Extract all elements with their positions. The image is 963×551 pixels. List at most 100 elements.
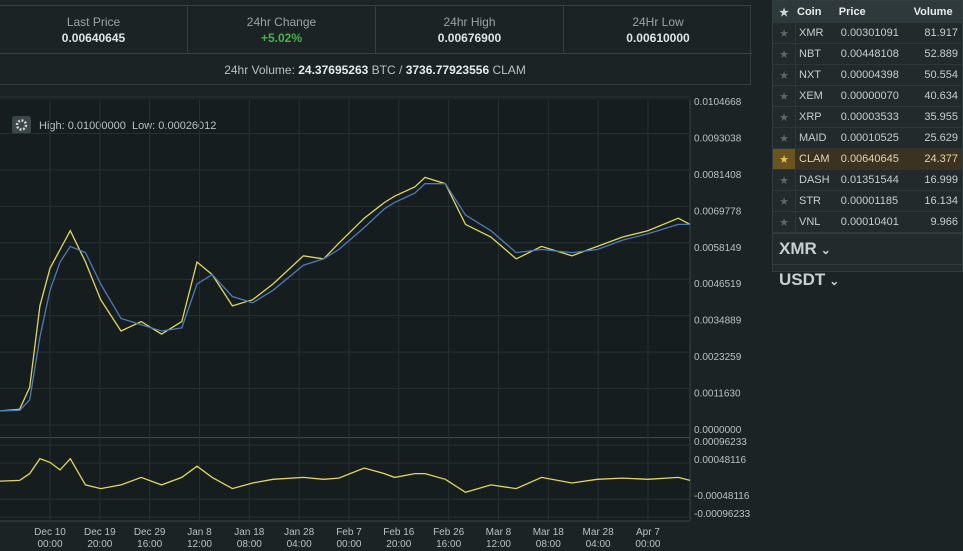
favorite-star[interactable]: ★ [773,169,796,191]
gear-icon [15,119,28,131]
series-line [0,457,691,494]
stat-label: 24Hr Low [632,15,684,29]
coin: VNL [795,211,838,233]
price: 0.00000070 [837,85,913,107]
x-tick-label: 12:00 [187,539,212,550]
market-row[interactable]: ★ XRP 0.00003533 35.955 [773,106,962,128]
stat-value: 0.00610000 [626,31,690,45]
coin: XEM [795,85,838,107]
volume-clam: 3736.77923556 [405,63,490,77]
market-row[interactable]: ★ STR 0.00001185 16.134 [773,190,962,212]
chevron: ⌄ [820,243,831,257]
favorite-star[interactable]: ★ [773,148,796,170]
stat-value: 0.00640645 [61,31,126,45]
favorite-star[interactable]: ★ [773,23,796,44]
column-header[interactable]: Price [837,1,913,23]
market-row[interactable]: ★ NXT 0.00004398 50.554 [773,64,962,86]
market-row[interactable]: ★ NBT 0.00448108 52.889 [773,43,962,65]
favorite-star[interactable]: ★ [773,190,796,212]
x-tick-label: Feb 26 [433,527,465,538]
x-tick-label: Mar 28 [583,527,615,538]
column-header[interactable]: Coin [795,1,838,23]
star-header: ★ [773,1,796,23]
price: 0.00640645 [837,148,913,170]
coin: STR [795,190,838,212]
market-name: USDT [779,270,826,289]
market-row[interactable]: ★ VNL 0.00010401 9.966 [773,211,962,233]
volume: 40.634 [912,85,962,107]
volume-btc: 24.37695263 [298,63,369,77]
price-panel [0,100,690,437]
volume-unit: BTC [371,63,396,77]
x-tick-label: 12:00 [486,539,511,550]
y-tick-label: 0.00048116 [694,455,747,466]
coin: MAID [795,127,838,149]
price: 0.00010401 [837,211,913,233]
x-tick-label: 20:00 [87,539,112,550]
indicator-panel [0,439,690,521]
volume: 81.917 [912,23,962,44]
chart-high: High: 0.01000000 [39,120,126,132]
volume-unit: CLAM [492,63,526,77]
x-tick-label: Dec 29 [134,527,166,538]
market-row[interactable]: ★ XMR 0.00301091 81.917 [773,23,962,44]
y-tick-label: -0.00048116 [694,491,750,502]
y-tick-label: 0.0081408 [694,170,742,181]
coin: XMR [795,23,838,44]
market-toggle[interactable]: USDT ⌄ [773,264,962,295]
volume: 24.377 [912,148,962,170]
volume-sep: / [399,63,403,77]
x-tick-label: 04:00 [586,539,611,550]
volume: 35.955 [912,106,962,128]
stat-label: 24hr High [443,15,496,29]
favorite-star[interactable]: ★ [773,64,796,86]
y-tick-label: 0.00096233 [694,437,747,448]
market-table: ★ Coin Price Volume ★ XMR 0.00301091 81.917 ★ NBT… [773,1,962,233]
stat-box: 24hr High 0.00676900 [376,6,564,54]
market-toggle[interactable]: XMR ⌄ [773,233,962,264]
price: 0.00004398 [837,64,913,86]
x-tick-label: Apr 7 [636,527,660,538]
market-row[interactable]: ★ MAID 0.00010525 25.629 [773,127,962,149]
column-header[interactable]: Volume [912,1,962,23]
chart-low: Low: 0.00026012 [132,120,216,132]
x-tick-label: Mar 18 [533,527,565,538]
price: 0.00003533 [837,106,913,128]
settings-button[interactable] [12,116,31,134]
y-tick-label: 0.0000000 [694,425,742,436]
favorite-star[interactable]: ★ [773,43,796,65]
x-tick-label: 04:00 [287,539,312,550]
volume: 9.966 [912,211,962,233]
volume: 16.134 [912,190,962,212]
coin: DASH [795,169,838,191]
y-tick-label: 0.0069778 [694,206,742,217]
x-tick-label: Jan 28 [284,527,314,538]
stat-value: +5.02% [260,31,303,45]
favorite-star[interactable]: ★ [773,106,796,128]
x-tick-label: Jan 8 [187,527,212,538]
stat-box: Last Price 0.00640645 [0,6,188,54]
x-tick-label: 00:00 [635,539,660,550]
y-tick-label: 0.0011630 [694,389,741,400]
coin: NXT [795,64,838,86]
favorite-star[interactable]: ★ [773,127,796,149]
market-sidebar: ★ Coin Price Volume ★ XMR 0.00301091 81.917 ★ NBT… [772,0,963,289]
favorite-star[interactable]: ★ [773,211,796,233]
x-tick-label: 20:00 [386,539,411,550]
table-header: ★ Coin Price Volume [773,1,962,23]
coin: CLAM [795,148,838,170]
y-tick-label: 0.0023259 [694,352,742,363]
series-line [0,183,690,412]
favorite-star[interactable]: ★ [773,85,796,107]
x-tick-label: 16:00 [436,539,461,550]
volume: 50.554 [912,64,962,86]
market-row[interactable]: ★ DASH 0.01351544 16.999 [773,169,962,191]
x-tick-label: 08:00 [536,539,561,550]
market-row[interactable]: ★ CLAM 0.00640645 24.377 [773,148,962,170]
y-tick-label: 0.0058149 [694,243,742,254]
market-row[interactable]: ★ XEM 0.00000070 40.634 [773,85,962,107]
x-tick-label: 16:00 [137,539,162,550]
stats-panel: Last Price 0.00640645 24hr Change +5.02% 2… [0,5,752,85]
x-tick-label: 00:00 [37,539,62,550]
